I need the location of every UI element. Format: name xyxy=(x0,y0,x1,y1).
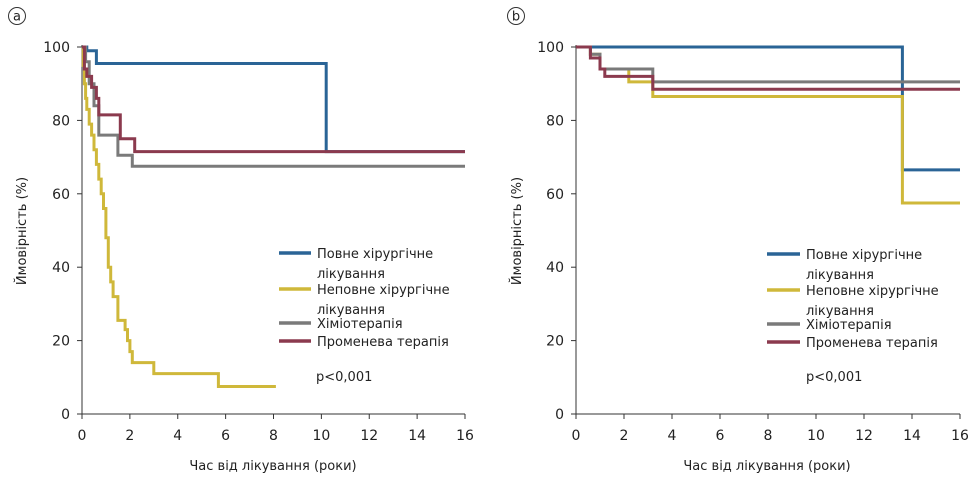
legend-entry-label: Повне хірургічне лікування xyxy=(317,247,433,282)
x-tick-label: 6 xyxy=(716,428,725,444)
panel-badge-circle xyxy=(8,7,26,25)
x-tick-label: 4 xyxy=(173,428,182,444)
series-line-3 xyxy=(82,45,465,168)
series-line-4 xyxy=(82,45,465,154)
chart-panel-b: b 0 20 40 60 80 100 0 2 4 6 8 10 12 14 16 Час від лікува… xyxy=(507,7,969,474)
series-line-2 xyxy=(81,45,276,388)
x-tick-label: 2 xyxy=(125,428,134,444)
x-tick-label: 2 xyxy=(620,428,629,444)
series-line-4 xyxy=(576,45,960,91)
x-tick-label: 16 xyxy=(456,428,474,444)
x-tick-label: 14 xyxy=(903,428,921,444)
x-tick-label: 0 xyxy=(78,428,87,444)
y-tick-label: 60 xyxy=(52,187,70,203)
y-tick-label: 40 xyxy=(52,260,70,276)
y-tick-label: 0 xyxy=(555,407,564,423)
x-tick-label: 4 xyxy=(668,428,677,444)
legend-entry-label: Променева терапія xyxy=(317,335,449,350)
legend-entry-label: Неповне хірургічне лікування xyxy=(806,284,939,319)
legend-entry-label: Хіміотерапія xyxy=(806,318,892,333)
x-tick-label: 14 xyxy=(408,428,426,444)
x-axis-title: Час від лікування (роки) xyxy=(189,459,356,474)
panel-label: b xyxy=(512,10,520,25)
legend-entry-label: Хіміотерапія xyxy=(317,317,403,332)
legend-entry-label: Променева терапія xyxy=(806,336,938,351)
x-tick-label: 12 xyxy=(855,428,873,444)
legend-entry-label: Неповне хірургічне лікування xyxy=(317,283,450,318)
x-tick-label: 16 xyxy=(951,428,969,444)
y-axis-title: Ймовірність (%) xyxy=(14,177,30,285)
p-value-annotation: p<0,001 xyxy=(316,370,372,385)
panel-badge-circle xyxy=(507,7,525,25)
x-tick-label: 8 xyxy=(269,428,278,444)
x-axis-title: Час від лікування (роки) xyxy=(683,459,850,474)
y-tick-label: 80 xyxy=(52,113,70,129)
series-line-1 xyxy=(82,45,465,154)
y-axis-title: Ймовірність (%) xyxy=(509,177,525,285)
x-tick-label: 10 xyxy=(312,428,330,444)
x-tick-label: 6 xyxy=(221,428,230,444)
y-tick-label: 80 xyxy=(546,113,564,129)
legend-entry-label: Повне хірургічне лікування xyxy=(806,248,922,283)
chart-panel-a: a 0 20 40 60 80 100 0 2 4 6 8 10 12 14 16 Час від лікува… xyxy=(8,7,474,474)
panel-label: a xyxy=(13,10,21,25)
y-tick-label: 60 xyxy=(546,187,564,203)
y-tick-label: 100 xyxy=(537,40,564,56)
x-tick-label: 12 xyxy=(360,428,378,444)
y-tick-label: 0 xyxy=(61,407,70,423)
y-tick-label: 100 xyxy=(43,40,70,56)
x-tick-label: 8 xyxy=(764,428,773,444)
y-tick-label: 40 xyxy=(546,260,564,276)
y-tick-label: 20 xyxy=(546,334,564,350)
p-value-annotation: p<0,001 xyxy=(806,370,862,385)
x-tick-label: 10 xyxy=(807,428,825,444)
y-tick-label: 20 xyxy=(52,334,70,350)
x-tick-label: 0 xyxy=(572,428,581,444)
